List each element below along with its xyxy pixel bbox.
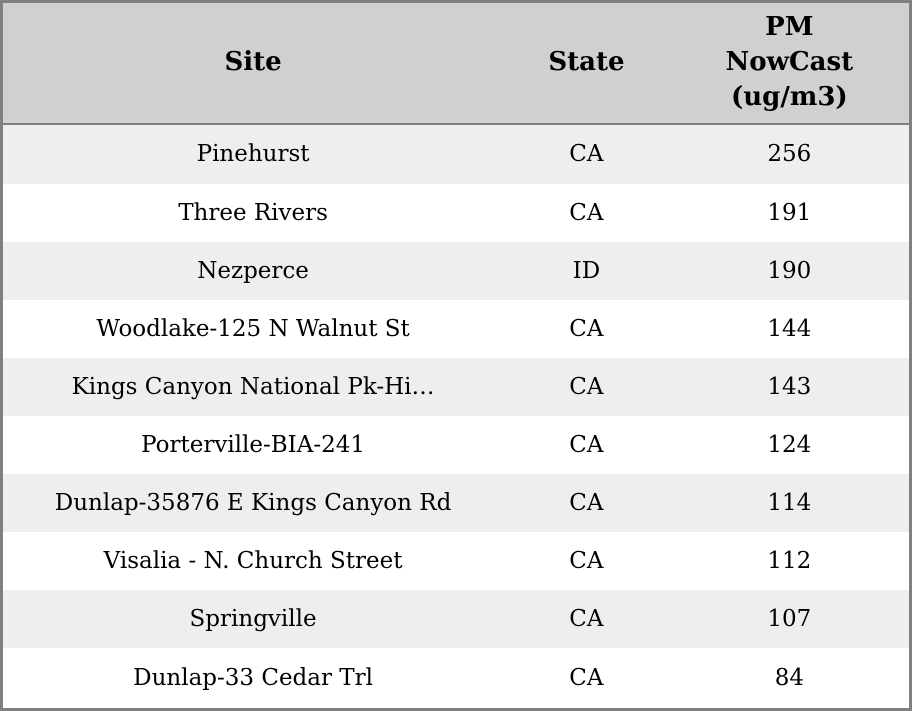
site-cell: Dunlap-33 Cedar Trl <box>133 665 373 691</box>
table-row[interactable]: Porterville-BIA-241 CA 124 <box>1 415 911 474</box>
table-row[interactable]: Dunlap-33 Cedar Trl CA 84 <box>1 648 911 710</box>
table-body: Pinehurst CA 256 Three Rivers CA 191 Nez… <box>1 123 911 710</box>
pm-nowcast-cell: 107 <box>767 606 812 632</box>
state-cell: CA <box>569 199 604 226</box>
site-cell: Kings Canyon National Pk-Hi… <box>71 373 435 400</box>
site-cell: Pinehurst <box>196 141 310 168</box>
site-cell: Three Rivers <box>178 199 328 226</box>
pm-nowcast-cell: 191 <box>767 199 812 226</box>
table-row[interactable]: Three Rivers CA 191 <box>1 183 911 242</box>
pm-nowcast-cell: 112 <box>767 547 812 574</box>
pm-nowcast-cell: 114 <box>767 489 812 516</box>
pm-nowcast-cell: 143 <box>767 373 812 400</box>
pm-nowcast-cell: 190 <box>767 257 812 284</box>
site-cell: Visalia - N. Church Street <box>103 547 403 574</box>
pm-nowcast-cell: 256 <box>767 141 812 168</box>
state-cell: CA <box>569 373 604 400</box>
table-row[interactable]: Visalia - N. Church Street CA 112 <box>1 531 911 590</box>
column-header-pm-nowcast[interactable]: PM NowCast (ug/m3) <box>669 1 911 125</box>
header-row: Site State PM NowCast (ug/m3) <box>1 1 911 125</box>
state-cell: ID <box>572 257 601 284</box>
site-cell: Dunlap-35876 E Kings Canyon Rd <box>54 489 452 516</box>
state-cell: CA <box>569 431 604 458</box>
column-header-state[interactable]: State <box>503 1 670 125</box>
table-header: Site State PM NowCast (ug/m3) <box>1 1 911 125</box>
state-cell: CA <box>569 315 604 342</box>
site-cell: Nezperce <box>197 257 309 284</box>
table-row[interactable]: Dunlap-35876 E Kings Canyon Rd CA 114 <box>1 473 911 532</box>
pm-nowcast-cell: 144 <box>767 315 812 342</box>
pm-nowcast-cell: 124 <box>767 431 812 458</box>
state-cell: CA <box>569 489 604 516</box>
site-cell: Springville <box>189 606 317 632</box>
site-cell: Woodlake-125 N Walnut St <box>96 315 410 342</box>
table-row[interactable]: Kings Canyon National Pk-Hi… CA 143 <box>1 357 911 416</box>
state-cell: CA <box>569 547 604 574</box>
table-row[interactable]: Nezperce ID 190 <box>1 241 911 300</box>
pm-nowcast-cell: 84 <box>774 665 804 691</box>
state-cell: CA <box>569 665 604 691</box>
table-row[interactable]: Springville CA 107 <box>1 589 911 649</box>
column-header-site[interactable]: Site <box>1 1 504 125</box>
table-row[interactable]: Pinehurst CA 256 <box>1 123 911 184</box>
table-row[interactable]: Woodlake-125 N Walnut St CA 144 <box>1 299 911 358</box>
state-cell: CA <box>569 141 604 168</box>
site-cell: Porterville-BIA-241 <box>141 431 366 458</box>
state-cell: CA <box>569 606 604 632</box>
